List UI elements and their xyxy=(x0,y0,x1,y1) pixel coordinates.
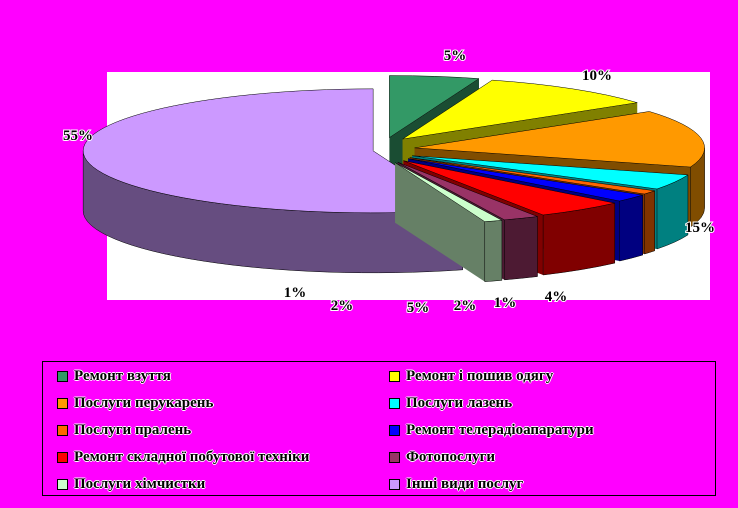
legend-label: Послуги хімчистки xyxy=(74,475,206,492)
legend-item: Послуги лазень xyxy=(389,393,512,413)
legend-swatch xyxy=(57,370,68,382)
legend-label: Ремонт і пошив одягу xyxy=(406,367,554,384)
legend-label: Інші види послуг xyxy=(406,475,524,492)
pie-slice-outer-wall xyxy=(619,194,643,262)
data-label-4: 1% xyxy=(494,295,517,311)
legend-swatch xyxy=(389,424,400,436)
legend-swatch xyxy=(57,397,68,409)
legend-swatch xyxy=(57,451,68,463)
legend-item: Послуги пралень xyxy=(57,420,191,440)
pie-slice-outer-wall xyxy=(484,220,503,282)
pie-slice-top xyxy=(389,75,480,139)
pie-slice-outer-wall xyxy=(644,190,655,255)
legend-label: Послуги перукарень xyxy=(74,394,214,411)
legend-swatch xyxy=(389,370,400,382)
legend-item: Ремонт телерадіоапаратури xyxy=(389,420,594,440)
legend-item: Послуги перукарень xyxy=(57,393,213,413)
legend-label: Ремонт телерадіоапаратури xyxy=(406,421,594,438)
data-label-0: 5% xyxy=(444,48,467,64)
data-label-9: 55% xyxy=(63,128,93,144)
pie-slice-top xyxy=(409,157,655,195)
pie-slice-side-wall xyxy=(395,162,485,282)
legend-item: Фотопослуги xyxy=(389,447,495,467)
data-label-3: 4% xyxy=(545,289,568,305)
data-label-6: 5% xyxy=(407,300,430,316)
pie-slice-8 xyxy=(395,162,503,282)
pie-slice-top xyxy=(395,162,503,222)
data-label-7: 2% xyxy=(331,298,354,314)
legend-swatch xyxy=(389,478,400,490)
legend-label: Послуги лазень xyxy=(406,394,513,411)
legend-item: Ремонт і пошив одягу xyxy=(389,366,553,386)
legend-swatch xyxy=(389,397,400,409)
pie-slice-top xyxy=(412,155,689,190)
pie-slice-top xyxy=(397,161,538,221)
data-label-1: 10% xyxy=(582,68,612,84)
legend: Ремонт взуття Ремонт і пошив одягу Послуги… xyxy=(42,361,716,496)
data-label-2: 15% xyxy=(685,220,715,236)
legend-swatch xyxy=(57,424,68,436)
legend-item: Послуги хімчистки xyxy=(57,474,205,494)
legend-label: Послуги пралень xyxy=(74,421,192,438)
legend-item: Ремонт взуття xyxy=(57,366,171,386)
pie-slice-top xyxy=(82,88,464,214)
pie-slice-top xyxy=(408,158,643,202)
legend-label: Фотопослуги xyxy=(406,448,496,465)
data-label-5: 2% xyxy=(454,298,477,314)
legend-item: Інші види послуг xyxy=(389,474,523,494)
legend-label: Ремонт взуття xyxy=(74,367,171,384)
legend-item: Ремонт складної побутової техніки xyxy=(57,447,309,467)
legend-label: Ремонт складної побутової техніки xyxy=(74,448,310,465)
legend-swatch xyxy=(389,451,400,463)
legend-swatch xyxy=(57,478,68,490)
data-label-8: 1% xyxy=(284,285,307,301)
pie-slice-top xyxy=(403,160,615,216)
pie-slice-top xyxy=(414,111,705,168)
pie-slice-outer-wall xyxy=(504,216,538,281)
pie-slice-top xyxy=(402,79,638,140)
